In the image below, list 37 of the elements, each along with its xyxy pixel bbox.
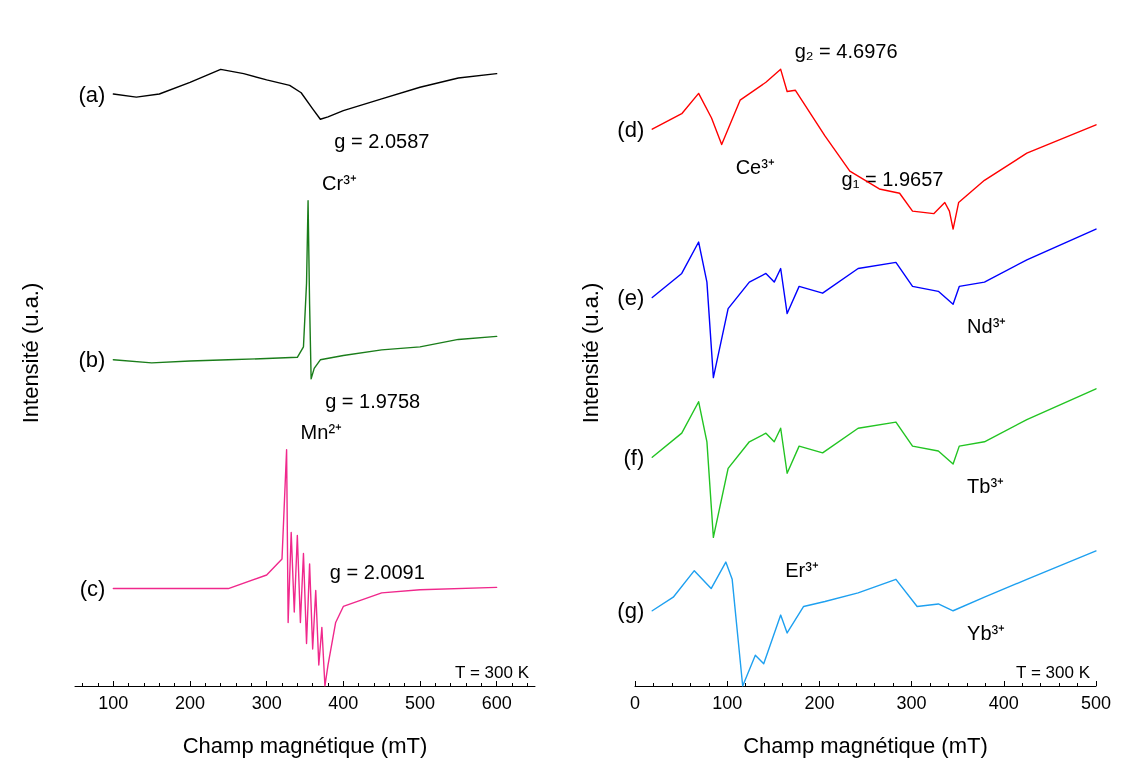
x-tick-label: 400	[328, 693, 359, 713]
annotation: T = 300 K	[455, 662, 530, 682]
x-tick-label: 600	[481, 693, 512, 713]
x-tick-label: 300	[251, 693, 282, 713]
series-label: (c)	[79, 576, 106, 602]
annotation: T = 300 K	[1016, 662, 1091, 682]
annotation: Er³⁺	[785, 558, 819, 581]
series-label: (f)	[623, 444, 645, 470]
annotation: Mn²⁺	[300, 420, 343, 443]
x-tick-label: 500	[1080, 693, 1112, 713]
x-tick-label: 500	[404, 693, 436, 713]
x-tick-label: 300	[896, 693, 927, 713]
x-tick-label: 400	[988, 693, 1019, 713]
x-axis-title: Champ magnétique (mT)	[182, 732, 428, 758]
annotation: g = 1.9758	[325, 389, 421, 412]
y-axis-title: Intensité (u.a.)	[17, 282, 43, 424]
x-tick-label: 100	[98, 693, 129, 713]
x-tick-label: 0	[629, 693, 641, 713]
annotation: Ce³⁺	[735, 155, 775, 178]
annotation: Tb³⁺	[967, 475, 1005, 497]
x-axis-title: Champ magnétique (mT)	[743, 732, 988, 758]
series-label: (e)	[617, 285, 645, 310]
annotation: g = 2.0091	[329, 561, 425, 584]
series-label: (g)	[617, 598, 645, 624]
series-label: (a)	[78, 81, 106, 107]
annotation: g₁ = 1.9657	[841, 168, 944, 191]
x-tick-label: 200	[804, 693, 835, 713]
annotation: g₂ = 4.6976	[794, 40, 898, 63]
y-axis-title: Intensité (u.a.)	[577, 282, 603, 424]
annotation: Cr³⁺	[322, 171, 357, 194]
annotation: Yb³⁺	[967, 621, 1006, 644]
series-label: (d)	[617, 116, 645, 142]
x-tick-label: 200	[174, 693, 206, 713]
series-label: (b)	[78, 347, 106, 373]
x-tick-label: 100	[712, 693, 743, 713]
annotation: Nd³⁺	[967, 315, 1007, 338]
annotation: g = 2.0587	[334, 130, 430, 153]
